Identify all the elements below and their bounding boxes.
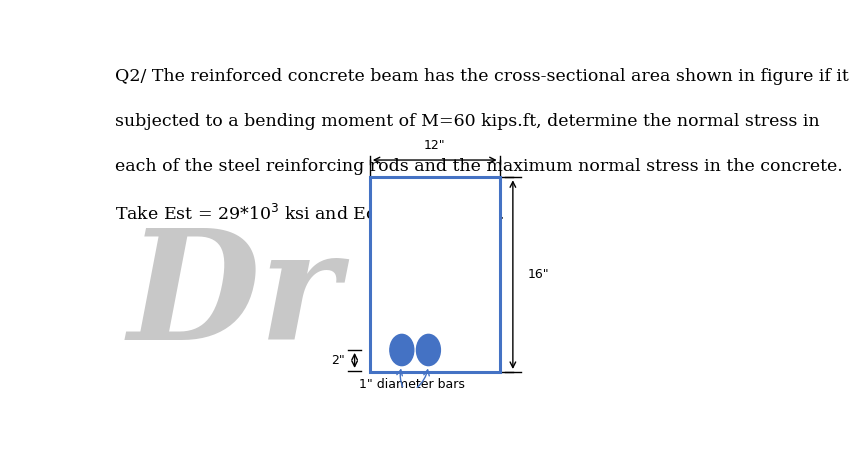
Text: 12": 12" [424,139,445,152]
Ellipse shape [416,334,440,366]
Text: each of the steel reinforcing rods and the maximum normal stress in the concrete: each of the steel reinforcing rods and t… [115,158,843,175]
Text: subjected to a bending moment of M=60 kips.ft, determine the normal stress in: subjected to a bending moment of M=60 ki… [115,113,820,130]
Text: 2": 2" [331,354,345,367]
Text: Dr: Dr [127,223,340,372]
Text: Take Est = 29*10$^3$ ksi and Ec = 3.6*10$^3$ ksi.: Take Est = 29*10$^3$ ksi and Ec = 3.6*10… [115,203,505,224]
Text: 16": 16" [528,268,549,281]
Ellipse shape [390,334,414,366]
Text: 1" diameter bars: 1" diameter bars [359,378,465,391]
Bar [370,177,499,372]
Text: Q2/ The reinforced concrete beam has the cross-sectional area shown in figure if: Q2/ The reinforced concrete beam has the… [115,68,849,85]
